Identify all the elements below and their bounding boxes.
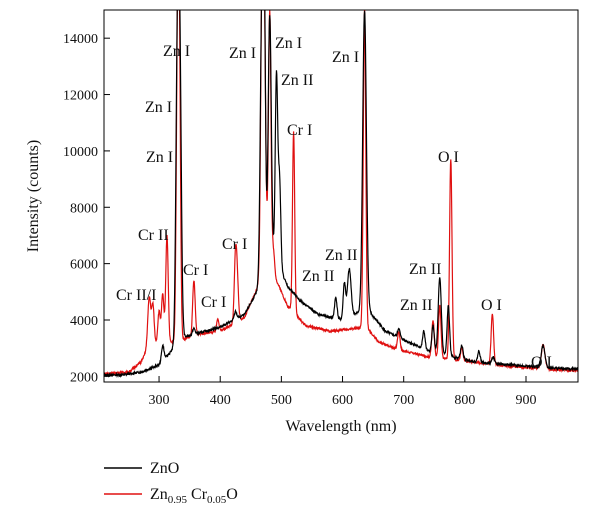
x-tick-label: 800 <box>454 393 475 408</box>
plot-frame <box>103 9 579 383</box>
plot-area <box>104 10 578 378</box>
peak-label: Zn I <box>229 45 256 62</box>
peak-label: Cr II/I <box>116 287 156 304</box>
peak-label: Zn I <box>146 149 173 166</box>
peak-label: Zn II <box>409 261 441 278</box>
peak-label: Cr I <box>183 262 208 279</box>
legend: ZnO Zn0.95 Cr0.05O <box>104 460 238 506</box>
x-tick-label: 500 <box>271 393 292 408</box>
peak-label: Zn II <box>302 268 334 285</box>
peak-label: Zn II <box>400 297 432 314</box>
x-tick-label: 300 <box>149 393 170 408</box>
y-axis: 2000 4000 6000 8000 10000 12000 14000 <box>63 32 110 385</box>
peak-label: Cr I <box>222 236 247 253</box>
x-axis-title: Wavelength (nm) <box>285 418 396 435</box>
legend-label-zncro: Zn0.95 Cr0.05O <box>150 486 238 506</box>
x-axis: 300 400 500 600 700 800 900 <box>149 376 537 408</box>
y-tick-label: 8000 <box>70 201 98 216</box>
y-tick-label: 12000 <box>63 89 98 104</box>
peak-label: Zn I <box>145 99 172 116</box>
legend-label-zno: ZnO <box>150 460 179 477</box>
x-tick-label: 400 <box>210 393 231 408</box>
y-tick-label: 10000 <box>63 145 98 160</box>
peak-label: O I <box>481 297 502 314</box>
peak-label: Zn II <box>281 72 313 89</box>
peak-label: Zn II <box>325 247 357 264</box>
x-tick-label: 900 <box>516 393 537 408</box>
peak-label: Cr I <box>201 294 226 311</box>
series-line-0 <box>104 10 578 378</box>
peak-label: O I <box>438 149 459 166</box>
x-tick-label: 600 <box>332 393 353 408</box>
y-axis-title: Intensity (counts) <box>25 140 42 252</box>
y-tick-label: 2000 <box>70 370 98 385</box>
peak-label: Zn I <box>163 43 190 60</box>
y-tick-label: 6000 <box>70 258 98 273</box>
peak-label: Cr I <box>287 122 312 139</box>
peak-label: O I <box>531 354 552 371</box>
y-tick-label: 14000 <box>63 32 98 47</box>
peak-label: Zn I <box>275 35 302 52</box>
peak-annotations: Cr II/I Cr II Zn I Zn I Zn I Cr I Cr I Cr I Zn I… <box>116 35 552 371</box>
peak-label: Cr II <box>138 227 169 244</box>
x-tick-label: 700 <box>393 393 414 408</box>
y-tick-label: 4000 <box>70 314 98 329</box>
peak-label: Zn I <box>332 49 359 66</box>
